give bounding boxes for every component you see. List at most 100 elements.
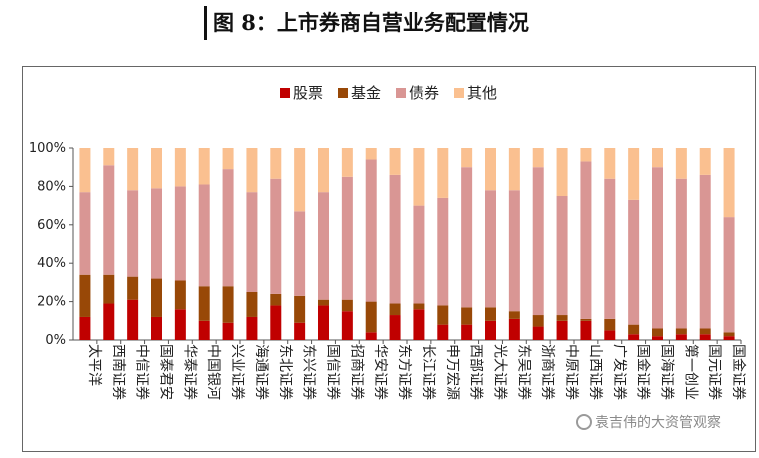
bar-segment-股票 [675, 334, 687, 340]
x-category-label: 西部证券 [468, 344, 484, 400]
bar-segment-债券 [437, 197, 449, 306]
bar-segment-股票 [723, 336, 735, 340]
bar-segment-债券 [485, 190, 496, 308]
bar-segment-基金 [294, 295, 306, 323]
watermark: 袁吉伟的大资管观察 [576, 412, 721, 432]
x-category-label: 国金证券 [635, 344, 651, 400]
bar-segment-基金 [461, 307, 473, 325]
legend-swatch-其他 [454, 88, 464, 98]
bar-segment-其他 [365, 148, 377, 160]
y-tick-label: 40% [37, 256, 66, 271]
legend-swatch-基金 [338, 88, 348, 98]
x-category-label: 东兴证券 [301, 344, 317, 400]
bar-segment-股票 [508, 318, 520, 340]
x-category-label: 东北证券 [277, 344, 293, 400]
bar-segment-股票 [389, 315, 401, 340]
bar-segment-债券 [246, 192, 258, 292]
bar-segment-股票 [437, 324, 449, 340]
bar-segment-基金 [103, 274, 115, 304]
bar-segment-其他 [318, 148, 329, 193]
bar-segment-债券 [270, 178, 282, 294]
x-category-label: 国泰君安 [158, 344, 174, 400]
bar-segment-债券 [508, 190, 520, 312]
bar-segment-股票 [198, 320, 210, 340]
bar-segment-股票 [604, 330, 616, 340]
bar-segment-基金 [341, 299, 353, 312]
bar-segment-其他 [103, 148, 115, 166]
legend-swatch-股票 [280, 88, 290, 98]
x-category-label: 华安证券 [372, 344, 388, 400]
bar-segment-股票 [318, 305, 329, 340]
y-tick-label: 60% [37, 218, 66, 233]
bar-segment-债券 [389, 174, 401, 304]
x-category-label: 国元证券 [706, 344, 722, 400]
x-category-label: 中原证券 [563, 344, 579, 400]
bar-segment-其他 [198, 148, 210, 185]
y-tick-label: 20% [37, 295, 66, 310]
bar-segment-股票 [294, 322, 306, 340]
bar-segment-基金 [652, 328, 663, 337]
bar-segment-股票 [127, 299, 139, 340]
x-category-label: 东方证券 [396, 344, 412, 400]
x-category-label: 申万宏源 [444, 344, 460, 400]
bar-segment-基金 [79, 274, 91, 317]
bar-segment-股票 [365, 332, 377, 340]
bar-segment-基金 [485, 307, 496, 321]
bar-segment-基金 [198, 286, 210, 321]
bar-segment-其他 [485, 148, 496, 191]
bar-segment-债券 [413, 205, 425, 304]
x-category-label: 山西证券 [587, 344, 603, 400]
x-category-label: 兴业证券 [229, 344, 245, 400]
bar-segment-股票 [485, 320, 496, 340]
bar-segment-基金 [365, 301, 377, 333]
bar-segment-债券 [103, 165, 115, 275]
bar-segment-债券 [222, 169, 234, 287]
bar-segment-股票 [652, 336, 663, 340]
bar-segment-基金 [246, 292, 258, 317]
bar-segment-股票 [246, 316, 258, 340]
bar-segment-股票 [699, 334, 711, 340]
bar-segment-其他 [699, 148, 711, 175]
bar-segment-债券 [675, 178, 687, 329]
bar-segment-基金 [628, 324, 640, 335]
bar-segment-基金 [174, 280, 186, 310]
bar-segment-基金 [532, 315, 544, 327]
bar-segment-股票 [461, 324, 473, 340]
y-tick-label: 100% [29, 141, 66, 156]
bar-segment-股票 [270, 305, 282, 340]
bar-segment-其他 [174, 148, 186, 187]
bar-segment-股票 [222, 322, 234, 340]
chart-frame [22, 66, 756, 452]
bar-segment-基金 [699, 328, 711, 335]
chart-title: 图 8：上市券商自营业务配置情况 [204, 6, 529, 40]
bar-segment-基金 [437, 305, 449, 325]
bar-segment-股票 [79, 316, 91, 340]
bar-segment-基金 [675, 328, 687, 335]
x-category-label: 中信证券 [134, 344, 150, 400]
x-category-label: 海通证券 [253, 344, 269, 400]
bar-segment-债券 [652, 167, 663, 329]
bar-segment-股票 [174, 309, 186, 340]
x-category-label: 国金证券 [730, 344, 746, 400]
x-category-label: 西南证券 [110, 344, 126, 400]
y-tick-label: 0% [45, 333, 66, 348]
bar-segment-其他 [580, 148, 592, 162]
bar-segment-债券 [604, 178, 616, 319]
bar-segment-债券 [461, 167, 473, 308]
bar-segment-其他 [413, 148, 425, 206]
x-category-label: 光大证券 [492, 344, 508, 400]
bar-segment-股票 [628, 334, 640, 340]
legend-label: 债券 [409, 84, 439, 102]
x-category-label: 招商证券 [348, 344, 364, 400]
bar-segment-其他 [79, 148, 91, 193]
bar-segment-基金 [127, 276, 139, 300]
bar-segment-债券 [628, 199, 640, 325]
bar-segment-其他 [389, 148, 401, 175]
bar-segment-基金 [508, 311, 520, 319]
legend-swatch-债券 [396, 88, 406, 98]
bar-segment-基金 [604, 318, 616, 331]
bar-segment-其他 [270, 148, 282, 179]
bar-segment-其他 [222, 148, 234, 170]
bar-segment-其他 [652, 148, 663, 168]
